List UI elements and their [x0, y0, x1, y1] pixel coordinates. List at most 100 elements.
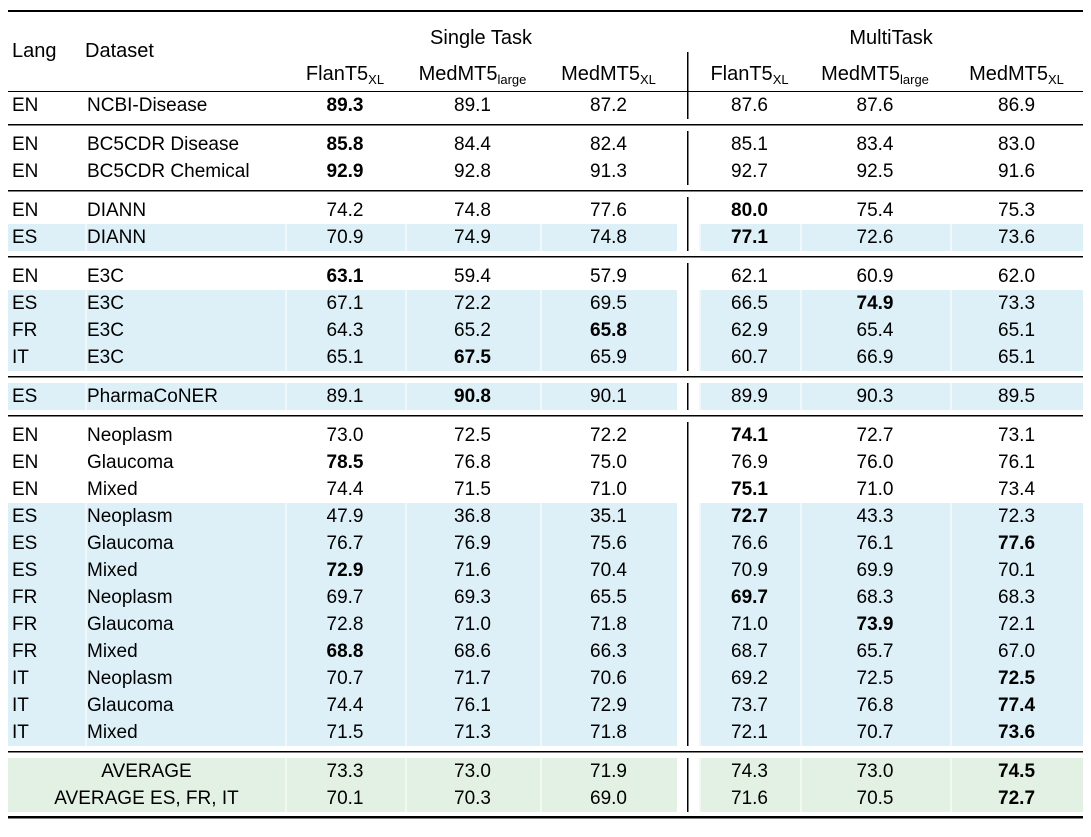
lang-cell: EN [12, 424, 39, 446]
value-cell: 75.3 [950, 197, 1083, 224]
value-cell: 73.9 [800, 611, 950, 638]
table-row: AVERAGE ES, FR, IT 70.1 70.3 69.0 71.6 70.5 72… [8, 785, 1084, 812]
value-cell: 87.2 [540, 92, 677, 120]
dataset-cell: Glaucoma [85, 692, 285, 719]
model-name: MedMT5 [821, 63, 900, 85]
value-cell: 89.3 [285, 92, 405, 120]
value-cell: 77.6 [540, 197, 677, 224]
vertical-divider-cell [677, 197, 700, 224]
lang-cell: EN [12, 160, 39, 182]
group-rule [8, 251, 1084, 263]
table-row: FR Neoplasm 69.7 69.3 65.5 69.7 68.3 68.3 [8, 584, 1084, 611]
col-header-flant5-xl-st: FlanT5XL [285, 52, 405, 92]
value-cell: 65.7 [800, 638, 950, 665]
col-header-lang: Lang [12, 40, 57, 62]
table-row: EN E3C 63.1 59.4 57.9 62.1 60.9 62.0 [8, 263, 1083, 290]
dataset-cell: NCBI-Disease [85, 92, 285, 120]
group-rule [8, 746, 1084, 758]
value-cell: 92.9 [285, 158, 405, 185]
vertical-divider-cell [677, 557, 700, 584]
vertical-divider-cell [677, 91, 700, 119]
value-cell: 77.4 [950, 692, 1083, 719]
value-cell: 89.1 [405, 92, 540, 120]
table-row: EN Glaucoma 78.5 76.8 75.0 76.9 76.0 76.1 [8, 449, 1083, 476]
dataset-cell: Neoplasm [85, 665, 285, 692]
value-cell: 70.4 [540, 557, 677, 584]
rule-line [8, 251, 1084, 263]
value-cell: 74.8 [405, 197, 540, 224]
value-cell: 69.3 [405, 584, 540, 611]
value-cell: 73.0 [285, 422, 405, 449]
vertical-divider-cell [677, 611, 700, 638]
value-cell: 70.5 [800, 785, 950, 812]
value-cell: 35.1 [540, 503, 677, 530]
model-size-subscript: large [497, 72, 527, 87]
value-cell: 69.2 [699, 665, 800, 692]
model-name: FlanT5 [305, 63, 369, 85]
rule-line [8, 410, 1084, 422]
value-cell: 71.0 [540, 476, 677, 503]
row-group-1: EN BC5CDR Disease 85.8 84.4 82.4 85.1 83.4 83.0… [8, 131, 1083, 185]
value-cell: 77.6 [950, 530, 1083, 557]
value-cell: 60.7 [699, 344, 800, 371]
vertical-divider-cell [677, 692, 700, 719]
value-cell: 75.4 [800, 197, 950, 224]
table-row: IT Glaucoma 74.4 76.1 72.9 73.7 76.8 77.4 [8, 692, 1084, 719]
value-cell: 76.1 [800, 530, 950, 557]
average-label-cell: AVERAGE [101, 760, 192, 782]
value-cell: 76.7 [285, 530, 405, 557]
value-cell: 70.3 [405, 785, 540, 812]
value-cell: 69.5 [540, 290, 677, 317]
lang-cell: IT [12, 667, 29, 689]
lang-cell: FR [12, 640, 38, 662]
bottom-rule [8, 812, 1084, 823]
table-row: ES E3C 67.1 72.2 69.5 66.5 74.9 73.3 [8, 290, 1084, 317]
value-cell: 71.5 [285, 719, 405, 746]
rule-line [8, 119, 1084, 131]
value-cell: 74.9 [800, 290, 950, 317]
value-cell: 71.3 [405, 719, 540, 746]
value-cell: 72.9 [540, 692, 677, 719]
model-size-subscript: XL [772, 72, 789, 87]
group-rule [8, 185, 1084, 197]
row-group-0: EN NCBI-Disease 89.3 89.1 87.2 87.6 87.6 86.9 [8, 91, 1083, 120]
rule-line [8, 812, 1084, 823]
dataset-cell: Neoplasm [85, 503, 285, 530]
lang-cell: EN [12, 199, 39, 221]
vertical-divider-cell [677, 131, 700, 158]
value-cell: 68.7 [699, 638, 800, 665]
value-cell: 72.2 [540, 422, 677, 449]
value-cell: 70.1 [285, 785, 405, 812]
table-header: Lang Dataset Single Task MultiTask FlanT… [8, 11, 1084, 92]
value-cell: 76.1 [950, 449, 1083, 476]
rule-separator [8, 746, 1084, 758]
value-cell: 71.0 [405, 611, 540, 638]
value-cell: 72.5 [800, 665, 950, 692]
value-cell: 72.9 [285, 557, 405, 584]
model-size-subscript: XL [368, 72, 385, 87]
value-cell: 76.9 [405, 530, 540, 557]
header-group-row: Lang Dataset Single Task MultiTask [8, 11, 1083, 62]
value-cell: 92.8 [405, 158, 540, 185]
value-cell: 66.3 [540, 638, 677, 665]
dataset-cell: PharmaCoNER [85, 383, 285, 410]
value-cell: 89.5 [950, 383, 1083, 410]
value-cell: 78.5 [285, 449, 405, 476]
value-cell: 68.3 [950, 584, 1083, 611]
vertical-divider-cell [677, 422, 700, 449]
rule-line [8, 371, 1084, 383]
dataset-cell: E3C [85, 263, 285, 290]
vertical-divider-cell [677, 476, 700, 503]
value-cell: 76.9 [699, 449, 800, 476]
rule-separator [8, 410, 1084, 422]
value-cell: 71.0 [699, 611, 800, 638]
lang-cell: EN [12, 133, 39, 155]
dataset-cell: Mixed [85, 719, 285, 746]
model-name: MedMT5 [418, 63, 498, 85]
value-cell: 71.5 [405, 476, 540, 503]
value-cell: 69.7 [285, 584, 405, 611]
dataset-cell: BC5CDR Chemical [85, 158, 285, 185]
header-divider-cell [677, 11, 700, 52]
vertical-divider-cell [677, 263, 700, 290]
col-header-medmt5-large-mt: MedMT5large [800, 52, 950, 92]
